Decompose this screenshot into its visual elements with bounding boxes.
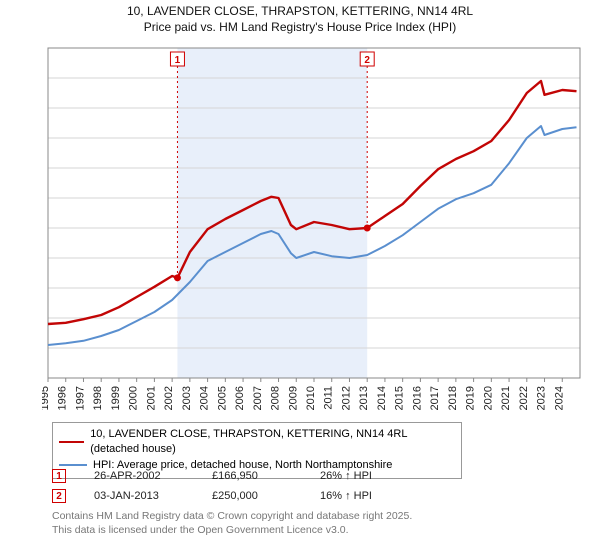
svg-text:£250K: £250K xyxy=(42,223,43,235)
svg-text:£200K: £200K xyxy=(42,253,43,265)
legend-swatch xyxy=(59,441,84,443)
title-line-1: 10, LAVENDER CLOSE, THRAPSTON, KETTERING… xyxy=(0,4,600,20)
svg-text:£100K: £100K xyxy=(42,313,43,325)
chart-svg: £0£50K£100K£150K£200K£250K£300K£350K£400… xyxy=(42,42,590,412)
sale-date: 03-JAN-2013 xyxy=(94,490,184,502)
sale-pct: 16% ↑ HPI xyxy=(320,490,372,502)
svg-text:1: 1 xyxy=(175,55,181,66)
svg-text:£350K: £350K xyxy=(42,163,43,175)
svg-text:2006: 2006 xyxy=(234,386,246,410)
svg-text:1996: 1996 xyxy=(57,386,69,410)
footer-line-2: This data is licensed under the Open Gov… xyxy=(52,524,412,538)
svg-text:£450K: £450K xyxy=(42,103,43,115)
title-line-2: Price paid vs. HM Land Registry's House … xyxy=(0,20,600,36)
svg-text:1998: 1998 xyxy=(92,386,104,410)
svg-text:2022: 2022 xyxy=(518,386,530,410)
sale-markers-table: 1 26-APR-2002 £166,950 26% ↑ HPI 2 03-JA… xyxy=(52,466,372,506)
svg-text:2024: 2024 xyxy=(553,386,565,410)
svg-text:2014: 2014 xyxy=(376,386,388,410)
chart-plot: £0£50K£100K£150K£200K£250K£300K£350K£400… xyxy=(42,42,590,412)
footer-attribution: Contains HM Land Registry data © Crown c… xyxy=(52,510,412,537)
sale-marker-box: 2 xyxy=(52,489,66,503)
svg-text:2001: 2001 xyxy=(145,386,157,410)
svg-text:£400K: £400K xyxy=(42,133,43,145)
svg-text:2016: 2016 xyxy=(411,386,423,410)
svg-text:2018: 2018 xyxy=(447,386,459,410)
svg-text:1999: 1999 xyxy=(110,386,122,410)
chart-container: 10, LAVENDER CLOSE, THRAPSTON, KETTERING… xyxy=(0,0,600,560)
legend-item: 10, LAVENDER CLOSE, THRAPSTON, KETTERING… xyxy=(59,427,455,458)
svg-text:£300K: £300K xyxy=(42,193,43,205)
svg-text:2009: 2009 xyxy=(287,386,299,410)
svg-text:1995: 1995 xyxy=(42,386,51,410)
svg-text:£500K: £500K xyxy=(42,73,43,85)
svg-text:2004: 2004 xyxy=(199,386,211,410)
sale-price: £250,000 xyxy=(212,490,292,502)
svg-text:2013: 2013 xyxy=(358,386,370,410)
svg-text:2005: 2005 xyxy=(216,386,228,410)
svg-text:£550K: £550K xyxy=(42,43,43,55)
svg-text:1997: 1997 xyxy=(74,386,86,410)
svg-text:2020: 2020 xyxy=(482,386,494,410)
footer-line-1: Contains HM Land Registry data © Crown c… xyxy=(52,510,412,524)
legend-label: 10, LAVENDER CLOSE, THRAPSTON, KETTERING… xyxy=(90,427,455,458)
svg-text:2012: 2012 xyxy=(340,386,352,410)
svg-text:2019: 2019 xyxy=(465,386,477,410)
svg-text:£150K: £150K xyxy=(42,283,43,295)
svg-text:2003: 2003 xyxy=(181,386,193,410)
sale-row: 1 26-APR-2002 £166,950 26% ↑ HPI xyxy=(52,466,372,486)
sale-row: 2 03-JAN-2013 £250,000 16% ↑ HPI xyxy=(52,486,372,506)
svg-text:2007: 2007 xyxy=(252,386,264,410)
svg-text:2002: 2002 xyxy=(163,386,175,410)
svg-text:2011: 2011 xyxy=(323,386,335,410)
svg-text:2015: 2015 xyxy=(394,386,406,410)
svg-text:£50K: £50K xyxy=(42,343,43,355)
svg-text:2008: 2008 xyxy=(270,386,282,410)
svg-text:2017: 2017 xyxy=(429,386,441,410)
svg-text:2010: 2010 xyxy=(305,386,317,410)
sale-date: 26-APR-2002 xyxy=(94,470,184,482)
sale-pct: 26% ↑ HPI xyxy=(320,470,372,482)
svg-text:2: 2 xyxy=(364,55,370,66)
sale-price: £166,950 xyxy=(212,470,292,482)
chart-titles: 10, LAVENDER CLOSE, THRAPSTON, KETTERING… xyxy=(0,0,600,35)
sale-marker-box: 1 xyxy=(52,469,66,483)
svg-text:2023: 2023 xyxy=(536,386,548,410)
svg-text:2021: 2021 xyxy=(500,386,512,410)
svg-text:2000: 2000 xyxy=(128,386,140,410)
